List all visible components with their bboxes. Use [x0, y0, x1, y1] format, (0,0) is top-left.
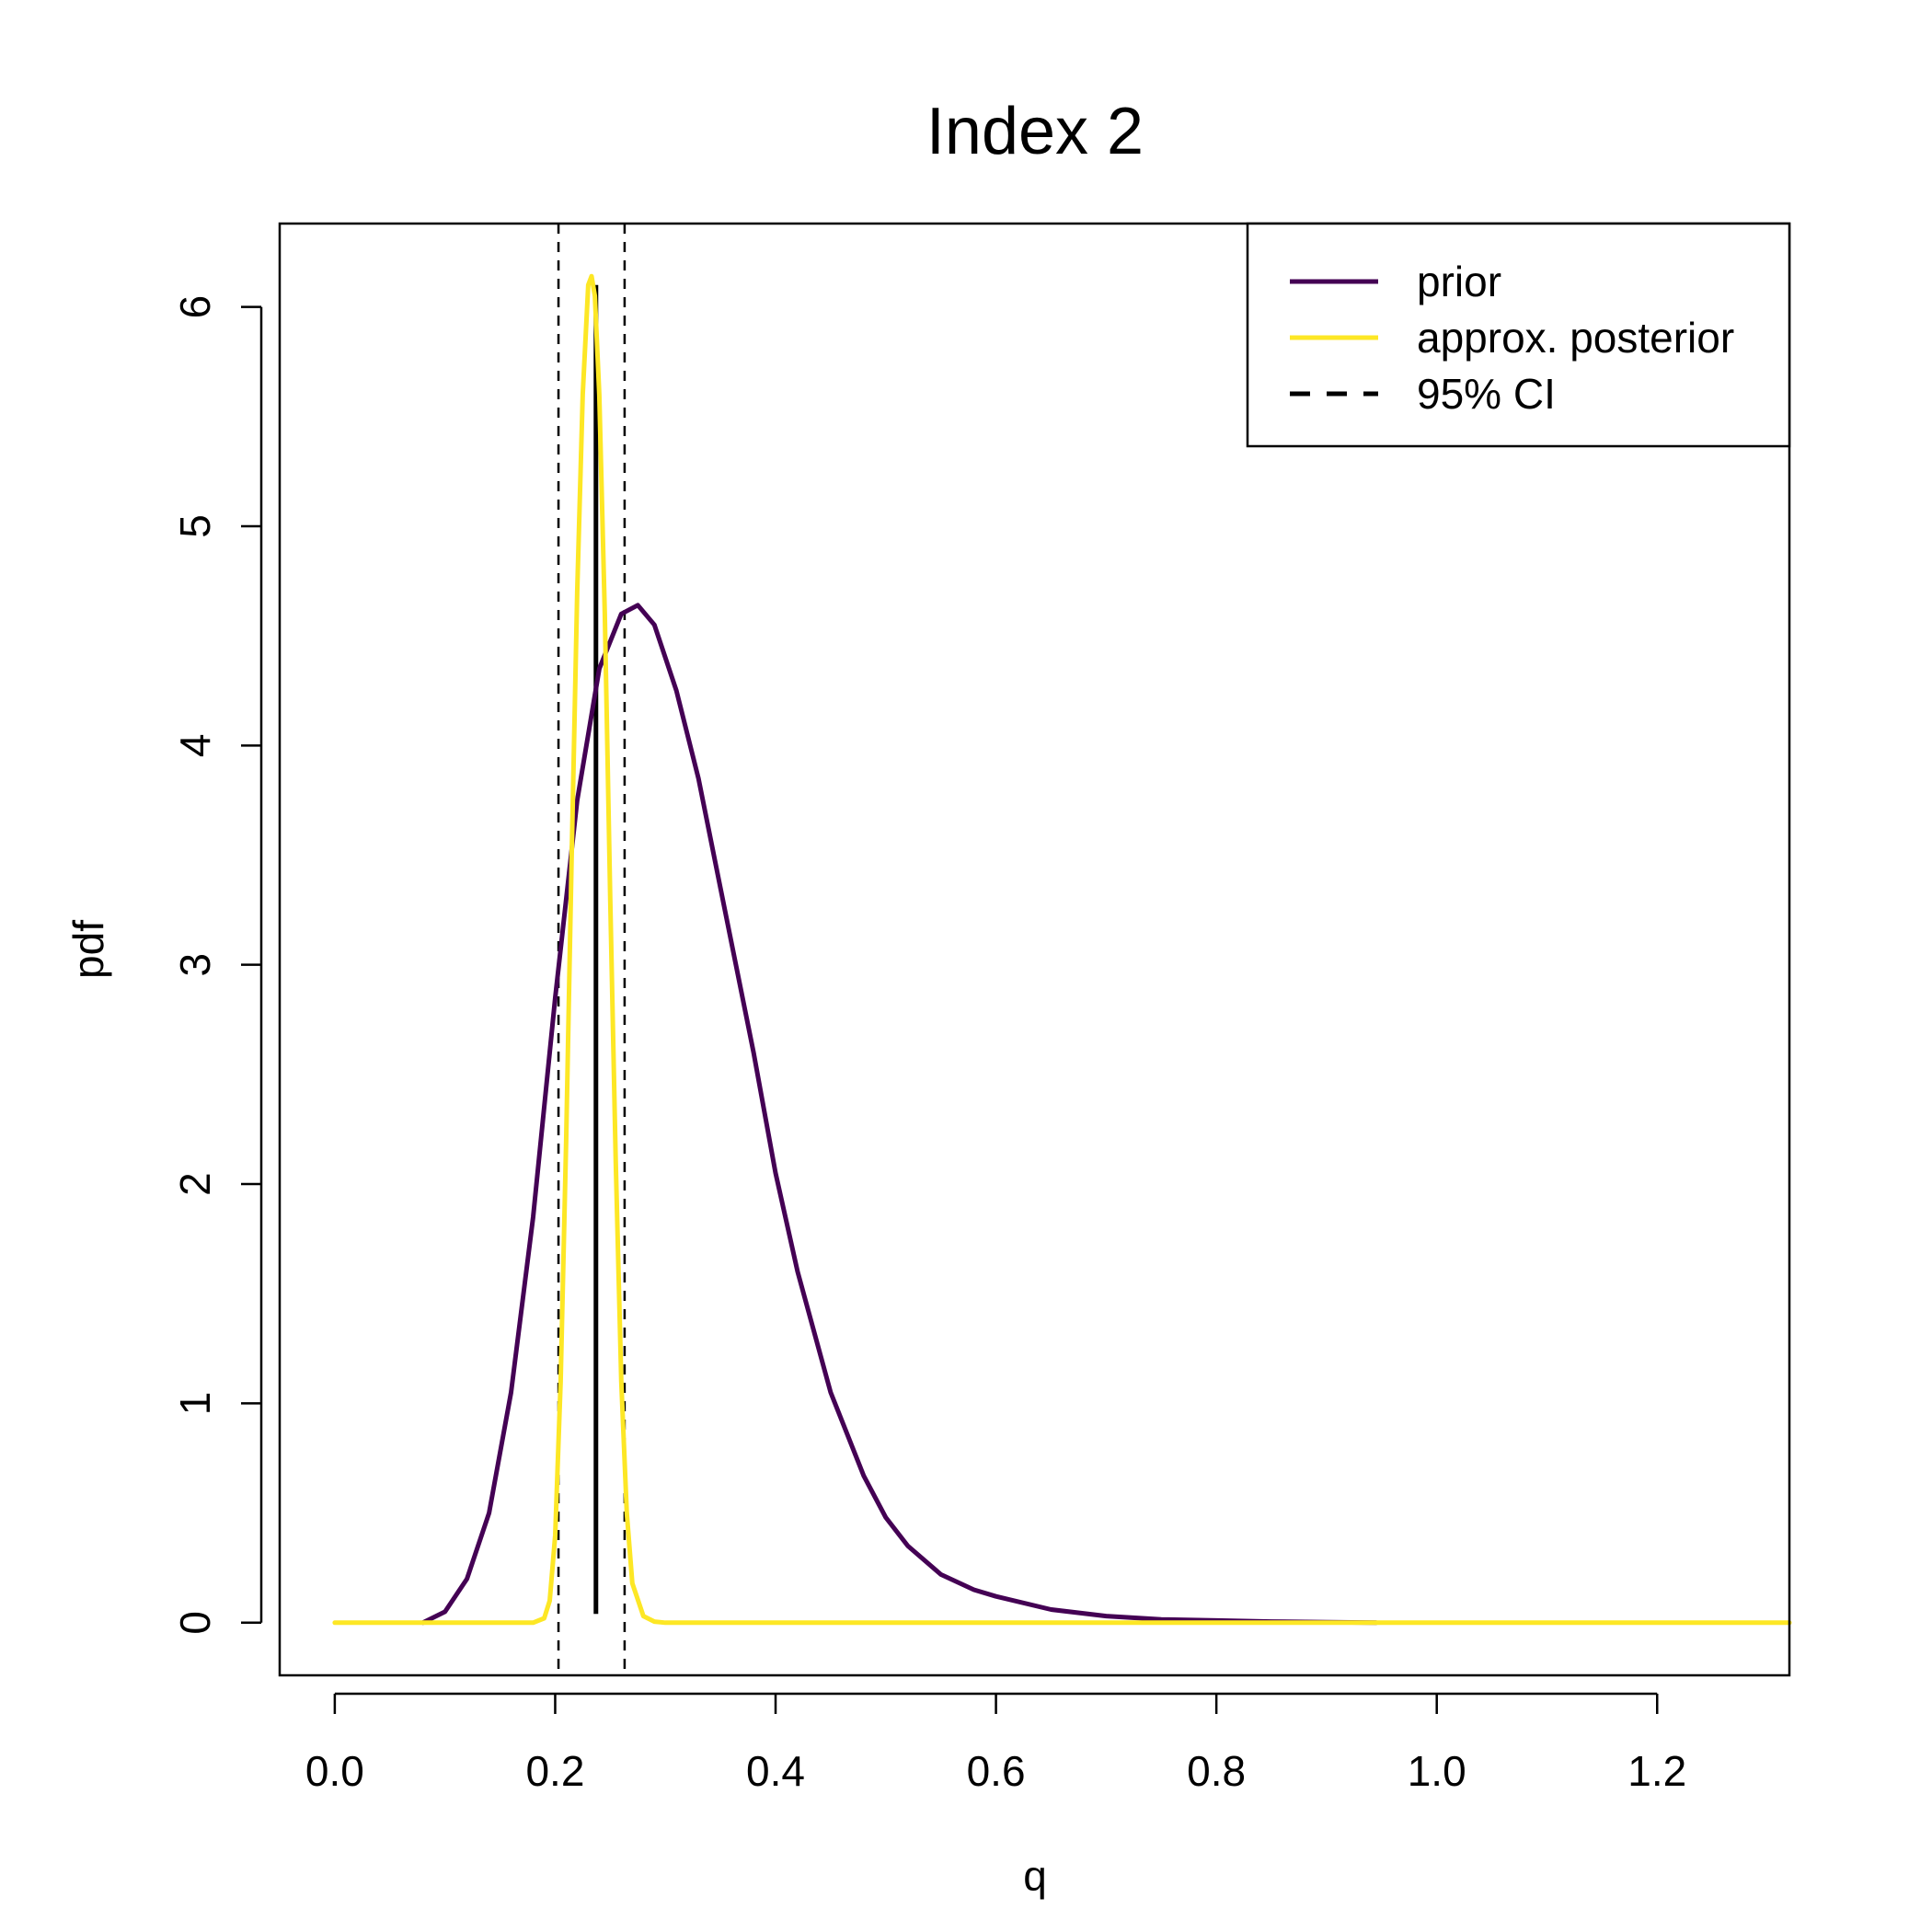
legend-label-ci: 95% CI — [1417, 370, 1556, 418]
plot-frame — [278, 222, 1791, 1677]
y-tick-label: 3 — [171, 953, 219, 977]
y-tick-label: 5 — [171, 514, 219, 538]
x-tick-label: 0.8 — [1187, 1747, 1246, 1795]
x-tick-label: 1.2 — [1627, 1747, 1686, 1795]
x-tick-label: 0.6 — [967, 1747, 1026, 1795]
x-tick-label: 0.4 — [746, 1747, 805, 1795]
x-axis-label: q — [1023, 1852, 1047, 1900]
chart-title: Index 2 — [926, 95, 1144, 168]
series-line-approx-posterior — [332, 273, 1792, 1626]
y-axis-label: pdf — [64, 920, 112, 979]
legend-label-posterior: approx. posterior — [1417, 314, 1734, 362]
legend-label-prior: prior — [1417, 258, 1501, 305]
legend-box — [1246, 222, 1791, 448]
y-tick-label: 6 — [171, 295, 219, 319]
legend: prior approx. posterior 95% CI — [1246, 222, 1791, 448]
axes: 0.0 0.2 0.4 0.6 0.8 1.0 1.2 0 1 2 3 4 5 6 — [171, 295, 1686, 1795]
x-tick-label: 0.2 — [525, 1747, 584, 1795]
y-tick-label: 4 — [171, 734, 219, 758]
y-tick-label: 1 — [171, 1392, 219, 1416]
plot-area — [332, 224, 1792, 1675]
x-tick-label: 0.0 — [305, 1747, 364, 1795]
x-tick-label: 1.0 — [1408, 1747, 1466, 1795]
y-tick-label: 0 — [171, 1611, 219, 1635]
y-tick-label: 2 — [171, 1172, 219, 1196]
series-line-prior — [420, 603, 1379, 1626]
